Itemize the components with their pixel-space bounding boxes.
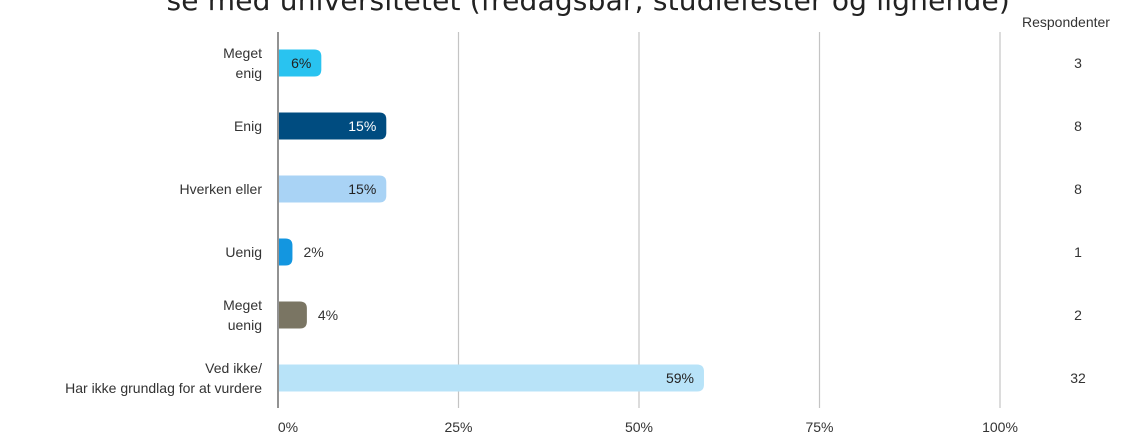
data-label: 4%: [318, 307, 338, 323]
category-label: enig: [236, 65, 262, 81]
respondent-count: 3: [1074, 55, 1082, 71]
category-label: Uenig: [225, 244, 262, 260]
respondent-count: 32: [1070, 370, 1086, 386]
data-label: 59%: [666, 370, 694, 386]
respondent-count: 1: [1074, 244, 1082, 260]
bar[interactable]: [279, 112, 387, 140]
x-tick-label: 25%: [444, 419, 472, 434]
category-label: Ved ikke/: [205, 360, 262, 376]
respondent-count: 2: [1074, 307, 1082, 323]
respondent-count: 8: [1074, 181, 1082, 197]
category-label: Har ikke grundlag for at vurdere: [65, 380, 262, 396]
category-label: uenig: [228, 317, 262, 333]
data-label: 6%: [291, 55, 311, 71]
x-tick-label: 0%: [278, 419, 298, 434]
x-tick-label: 100%: [982, 419, 1018, 434]
category-label: Meget: [223, 45, 262, 61]
category-label: Hverken eller: [180, 181, 263, 197]
x-tick-label: 50%: [625, 419, 653, 434]
x-tick-label: 75%: [805, 419, 833, 434]
respondent-count: 8: [1074, 118, 1082, 134]
data-label: 15%: [348, 181, 376, 197]
bar[interactable]: [279, 301, 307, 329]
chart-title: se med universitetet (fredagsbar, studie…: [166, 0, 1010, 17]
bar[interactable]: [279, 364, 704, 392]
bar[interactable]: [279, 49, 322, 77]
bar[interactable]: [279, 175, 387, 203]
category-label: Meget: [223, 297, 262, 313]
data-label: 2%: [303, 244, 323, 260]
bar[interactable]: [279, 238, 293, 266]
data-label: 15%: [348, 118, 376, 134]
respondents-header: Respondenter: [1022, 14, 1110, 30]
category-label: Enig: [234, 118, 262, 134]
